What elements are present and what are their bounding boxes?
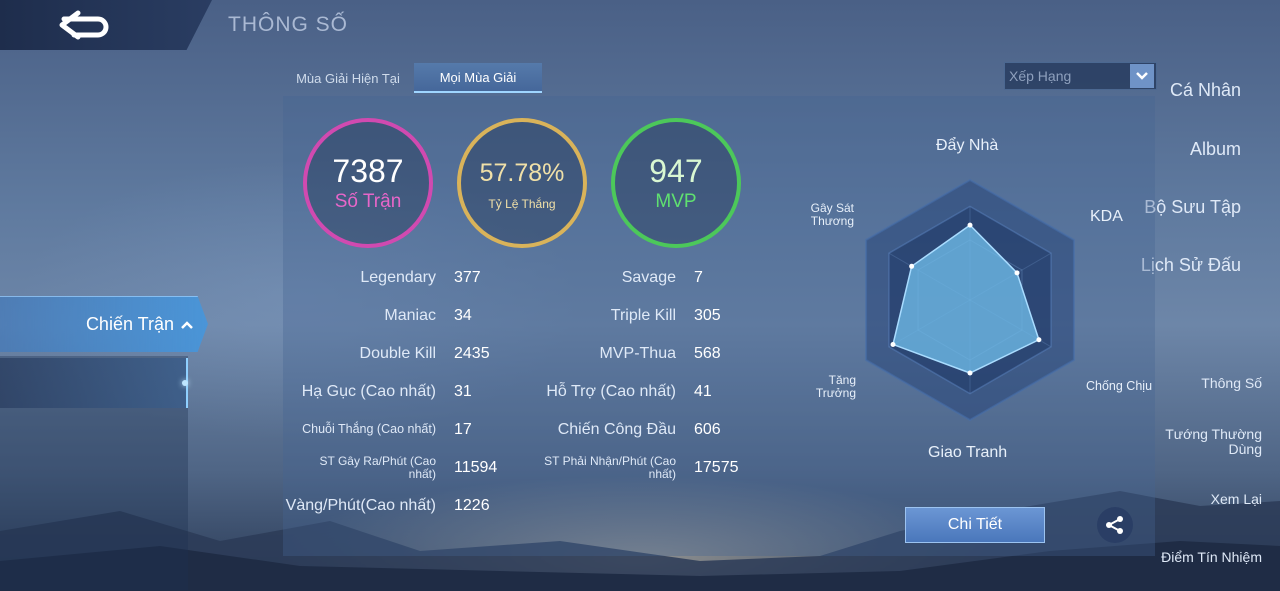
- radar-label-push: Đẩy Nhà: [936, 137, 999, 154]
- radar-value-point-5: [909, 263, 915, 269]
- stat-value-savage: 7: [694, 269, 703, 286]
- stat-label-dmg-dealt: ST Gây Ra/Phút (Cao nhất): [319, 454, 437, 481]
- back-button[interactable]: [0, 0, 212, 50]
- stat-label-double-kill: Double Kill: [359, 345, 436, 362]
- sidebar-item-ca-nhan[interactable]: Cá Nhân: [1169, 80, 1241, 100]
- stat-value-triple-kill: 305: [694, 307, 721, 324]
- matches-value: 7387: [332, 153, 404, 189]
- stat-value-win-streak: 17: [454, 421, 472, 438]
- radar-label-tank: Chống Chịu: [1086, 379, 1153, 393]
- chevron-up-icon: [181, 320, 193, 329]
- back-arrow-icon: [59, 10, 109, 40]
- share-button[interactable]: [1097, 507, 1133, 543]
- stat-value-double-kill: 2435: [454, 345, 490, 362]
- stat-value-assists-max: 41: [694, 383, 712, 400]
- mvp-label: MVP: [655, 191, 697, 212]
- radar-label-growth: Tăng Trưởng: [815, 373, 856, 400]
- dropdown-value: Xếp Hạng: [1009, 68, 1072, 84]
- stat-value-mvp-lose: 568: [694, 345, 721, 362]
- stat-label-assists-max: Hỗ Trợ (Cao nhất): [546, 383, 676, 400]
- tab-current-season[interactable]: Mùa Giải Hiện Tại: [296, 70, 400, 86]
- stat-value-dmg-dealt: 11594: [454, 459, 498, 476]
- sub-item-xem-lai[interactable]: Xem Lại: [1210, 491, 1262, 507]
- stat-label-gold-per-min: Vàng/Phút(Cao nhất): [285, 497, 436, 514]
- sub-item-active-bg: [0, 358, 188, 408]
- sub-item-tuong-thuong-dung[interactable]: Tướng Thường Dùng: [1165, 426, 1262, 457]
- stat-label-maniac: Maniac: [384, 307, 436, 324]
- stat-value-maniac: 34: [454, 307, 472, 324]
- stat-value-kills-max: 31: [454, 383, 472, 400]
- sub-item-thong-so[interactable]: Thông Số: [1201, 375, 1262, 391]
- stat-value-dmg-taken: 17575: [694, 459, 739, 476]
- radar-label-teamfight: Giao Tranh: [928, 444, 1008, 461]
- radar-label-damage: Gây Sát Thương: [810, 201, 854, 228]
- sidebar-item-label: Chiến Trận: [85, 314, 174, 334]
- stat-label-mvp-lose: MVP-Thua: [599, 345, 676, 362]
- stat-value-gold-per-min: 1226: [454, 497, 490, 514]
- radar-value-point-1: [1014, 270, 1020, 276]
- stat-label-kills-max: Hạ Gục (Cao nhất): [301, 383, 436, 400]
- winrate-circle: 57.78% Tỷ Lệ Thắng: [457, 118, 587, 248]
- sidebar-item-bo-suu-tap[interactable]: Bộ Sưu Tập: [1144, 197, 1241, 217]
- chevron-down-icon: [1136, 72, 1148, 80]
- sidebar-item-album[interactable]: Album: [1189, 139, 1241, 159]
- radar-value-point-0: [967, 222, 973, 228]
- sidebar-item-lich-su-dau[interactable]: Lịch Sử Đấu: [1140, 255, 1241, 275]
- sidebar-item-chien-tran[interactable]: Chiến Trận: [0, 296, 208, 352]
- radar-value-point-2: [1036, 337, 1042, 343]
- matches-circle: 7387 Số Trận: [303, 118, 433, 248]
- active-dot-icon: [182, 380, 188, 386]
- stat-value-first-blood: 606: [694, 421, 721, 438]
- winrate-value: 57.78%: [479, 159, 565, 187]
- mode-dropdown[interactable]: Xếp Hạng: [1004, 62, 1157, 90]
- dropdown-toggle[interactable]: [1130, 64, 1154, 88]
- share-icon: [1106, 516, 1123, 534]
- mvp-value: 947: [649, 153, 703, 189]
- radar-value-point-3: [967, 370, 973, 376]
- detail-button[interactable]: Chi Tiết: [905, 507, 1045, 543]
- stat-label-first-blood: Chiến Công Đầu: [557, 421, 676, 438]
- radar-value-point-4: [890, 341, 896, 347]
- stat-label-legendary: Legendary: [360, 269, 436, 286]
- stat-label-triple-kill: Triple Kill: [610, 307, 676, 324]
- mvp-circle: 947 MVP: [611, 118, 741, 248]
- winrate-label: Tỷ Lệ Thắng: [488, 197, 556, 211]
- stat-value-legendary: 377: [454, 269, 481, 286]
- sub-item-diem-tin-nhiem[interactable]: Điểm Tín Nhiệm: [1161, 549, 1262, 565]
- radar-chart: [865, 178, 1075, 422]
- stat-label-win-streak: Chuỗi Thắng (Cao nhất): [302, 422, 436, 436]
- stat-label-savage: Savage: [621, 269, 676, 286]
- page-title: THÔNG SỐ: [228, 13, 349, 36]
- tab-all-seasons[interactable]: Mọi Mùa Giải: [414, 63, 542, 93]
- radar-label-kda: KDA: [1090, 208, 1123, 225]
- stat-label-dmg-taken: ST Phải Nhận/Phút (Cao nhất): [544, 454, 676, 481]
- matches-label: Số Trận: [334, 191, 402, 212]
